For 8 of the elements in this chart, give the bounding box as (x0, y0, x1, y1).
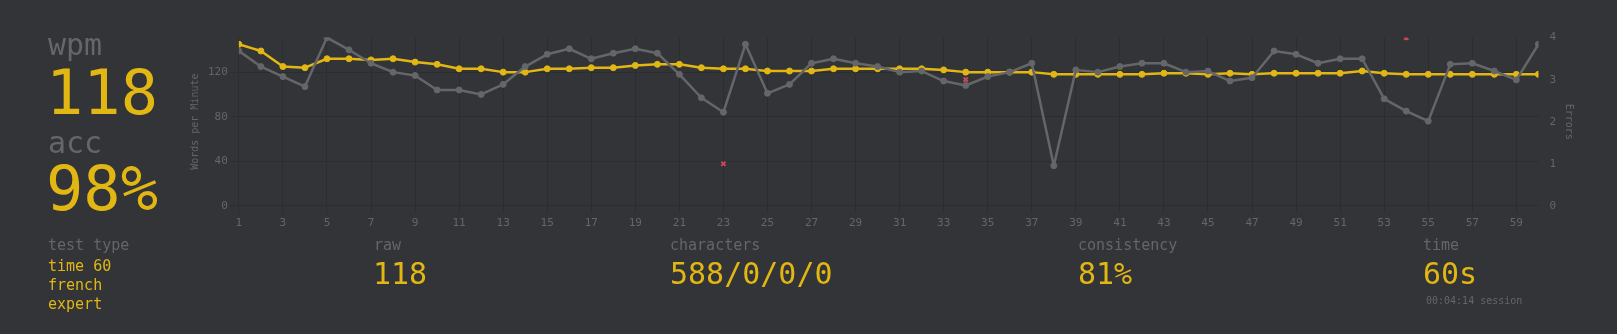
text: 588/0/0/0 (670, 256, 833, 291)
text: 98% (46, 152, 158, 225)
text: 118 (373, 256, 428, 291)
text: expert (48, 295, 103, 313)
text: french (48, 276, 103, 294)
text: 60s (1423, 256, 1478, 291)
text: time 60 (48, 257, 112, 275)
text: 81% (1078, 256, 1133, 291)
